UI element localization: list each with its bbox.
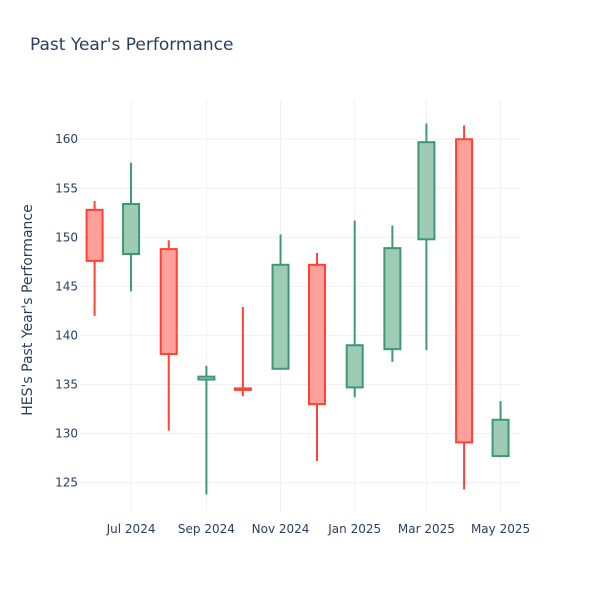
candle-decreasing bbox=[455, 125, 474, 490]
x-tick-label: May 2025 bbox=[471, 522, 530, 536]
candle-increasing bbox=[271, 234, 290, 370]
candle-body bbox=[417, 141, 436, 241]
x-tick-label: Mar 2025 bbox=[398, 522, 455, 536]
candle-increasing bbox=[197, 365, 216, 495]
candle-decreasing bbox=[233, 306, 252, 397]
y-tick-label: 145 bbox=[55, 279, 78, 293]
y-tick-label: 150 bbox=[55, 230, 78, 244]
candle-body bbox=[271, 263, 290, 370]
x-tick-label: Sep 2024 bbox=[178, 522, 235, 536]
candle-decreasing bbox=[159, 240, 178, 431]
candle-body bbox=[197, 375, 216, 381]
y-tick-label: 130 bbox=[55, 427, 78, 441]
y-tick-label: 125 bbox=[55, 476, 78, 490]
candle-increasing bbox=[345, 220, 364, 398]
candle-body bbox=[455, 138, 474, 444]
chart-title: Past Year's Performance bbox=[30, 35, 234, 55]
candle-body bbox=[233, 387, 252, 391]
candle-layer bbox=[85, 123, 510, 495]
candle-increasing bbox=[122, 162, 141, 292]
candle-body bbox=[383, 247, 402, 351]
candle-body bbox=[122, 202, 141, 256]
y-tick-label: 155 bbox=[55, 181, 78, 195]
candle-body bbox=[308, 263, 327, 406]
candle-decreasing bbox=[85, 201, 104, 316]
x-axis-ticks: Jul 2024 Sep 2024 Nov 2024 Jan 2025 Mar 2025… bbox=[106, 522, 531, 536]
grid-layer bbox=[80, 100, 520, 512]
candle-body bbox=[159, 248, 178, 356]
y-axis-title: HES's Past Year's Performance bbox=[20, 204, 36, 415]
candle-increasing bbox=[383, 225, 402, 362]
x-tick-label: Jul 2024 bbox=[106, 522, 156, 536]
x-tick-label: Nov 2024 bbox=[252, 522, 310, 536]
y-axis-ticks: 125 130 135 140 145 150 155 160 bbox=[55, 132, 78, 489]
y-tick-label: 160 bbox=[55, 132, 78, 146]
candle-decreasing bbox=[308, 253, 327, 461]
x-tick-label: Jan 2025 bbox=[327, 522, 381, 536]
y-tick-label: 140 bbox=[55, 328, 78, 342]
candle-body bbox=[491, 418, 510, 458]
candle-body bbox=[85, 208, 104, 262]
candle-increasing bbox=[491, 401, 510, 458]
y-tick-label: 135 bbox=[55, 377, 78, 391]
candle-body bbox=[345, 344, 364, 389]
candle-increasing bbox=[417, 123, 436, 351]
